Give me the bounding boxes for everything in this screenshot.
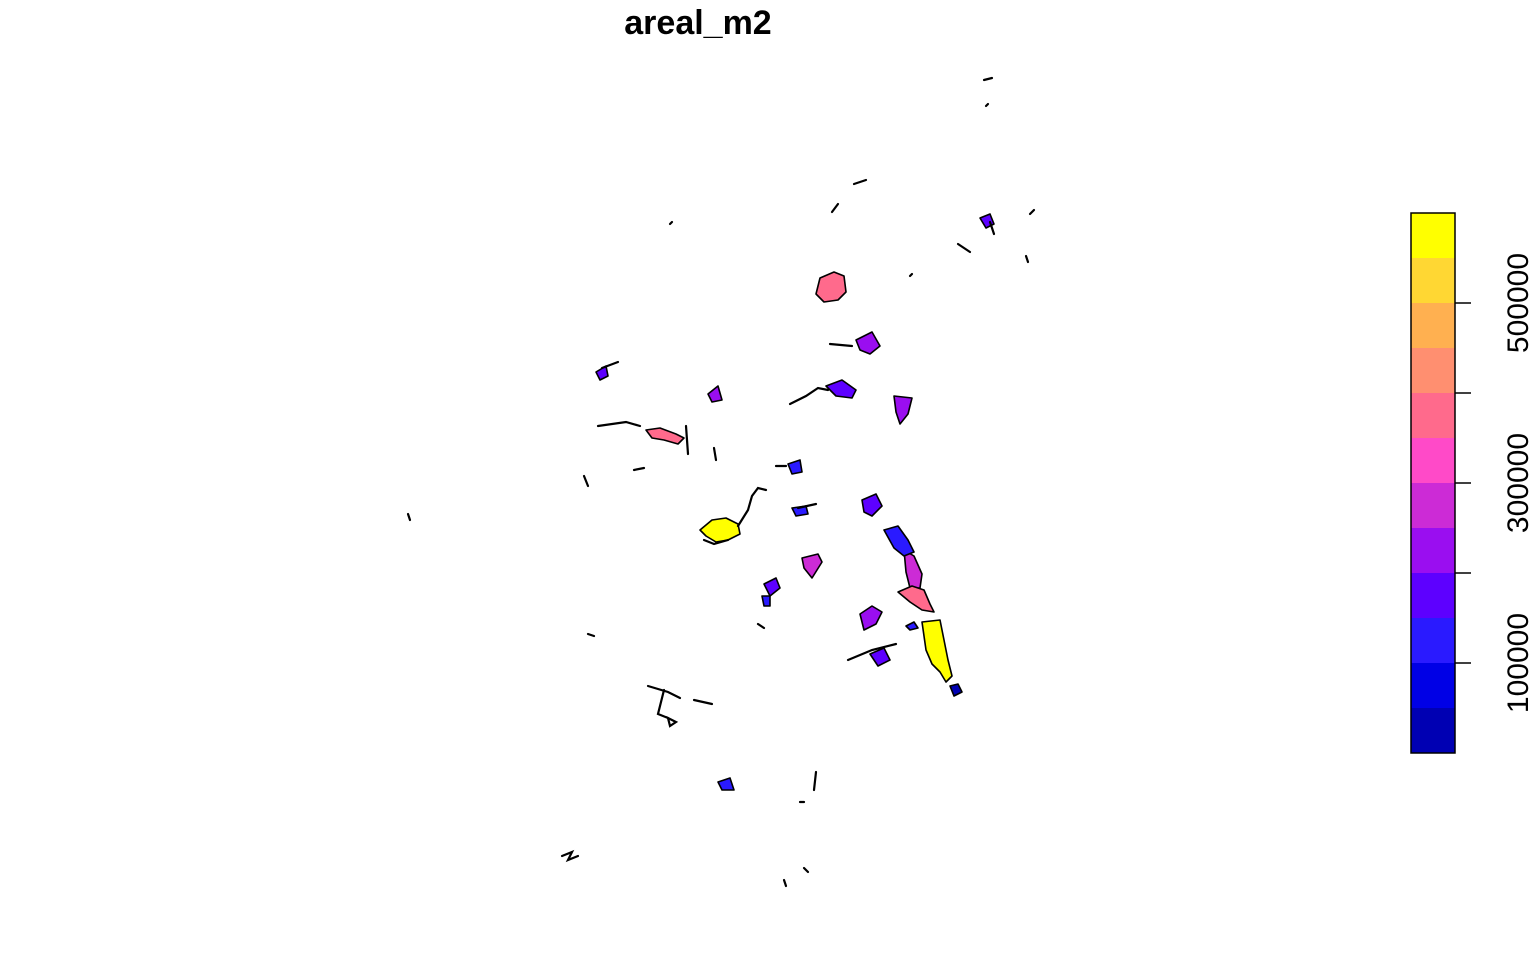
area-polygon [815,271,847,303]
area-outline [692,698,714,706]
area-polygon [905,621,919,631]
area-outline [828,342,854,348]
area-outline [846,642,898,662]
area-outline [684,424,690,456]
area-outline [756,622,766,630]
area-polygon [825,379,857,399]
legend-tick-label: 500000 [1502,253,1535,353]
area-outline [812,770,818,792]
legend-bin [1411,258,1455,303]
area-outline [656,688,670,720]
legend-bin [1411,483,1455,528]
legend-tick-label: 100000 [1502,613,1535,713]
legend-bin [1411,573,1455,618]
area-outline [632,466,646,472]
area-polygon [717,777,735,791]
area-outline [736,486,768,528]
area-outline [646,684,682,700]
area-outline [712,446,718,462]
area-outline [782,878,788,888]
area-polygon [859,605,883,631]
area-polygon [761,595,771,607]
area-polygon [897,585,935,613]
area-outline [406,512,412,522]
map-polygons [595,213,996,791]
area-polygon [855,331,881,355]
area-polygon [949,683,963,697]
legend-bin [1411,618,1455,663]
area-outline [586,632,596,638]
color-legend: 100000 300000 500000 [1410,212,1535,754]
area-outline [956,242,972,254]
area-polygon [707,385,723,403]
map-title: areal_m2 [624,4,772,42]
map-small-features [406,76,1036,888]
area-outline [666,715,679,728]
legend-bin [1411,213,1455,258]
area-outline [830,202,840,214]
area-polygon [787,459,803,475]
area-outline [908,272,914,278]
area-outline [582,474,590,488]
area-polygon [763,577,781,597]
area-polygon [861,493,883,517]
area-outline [702,538,730,546]
area-outline [560,849,580,863]
area-outline [668,220,674,226]
area-outline [852,178,868,186]
area-outline [788,386,830,406]
area-polygon [801,553,823,579]
area-polygon [921,619,953,683]
legend-bin [1411,348,1455,393]
legend-bin [1411,303,1455,348]
area-outline [1028,208,1036,216]
legend-bin [1411,393,1455,438]
area-outline [1024,254,1030,264]
area-polygon [645,427,685,445]
legend-bin [1411,708,1455,753]
area-outline [600,360,620,370]
area-outline [988,220,996,236]
legend-bin [1411,663,1455,708]
area-outline [802,866,810,874]
area-outline [982,76,994,82]
legend-bin [1411,528,1455,573]
area-polygon [699,517,741,543]
area-outline [596,420,642,428]
legend-bin [1411,438,1455,483]
area-polygon [883,525,915,557]
legend-color-bar [1411,213,1455,753]
area-outline [796,502,818,510]
area-polygon [869,647,891,667]
legend-tick-label: 300000 [1502,433,1535,533]
legend-ticks: 100000 300000 500000 [1455,253,1535,713]
area-outline [984,102,990,108]
area-polygon [893,395,913,425]
